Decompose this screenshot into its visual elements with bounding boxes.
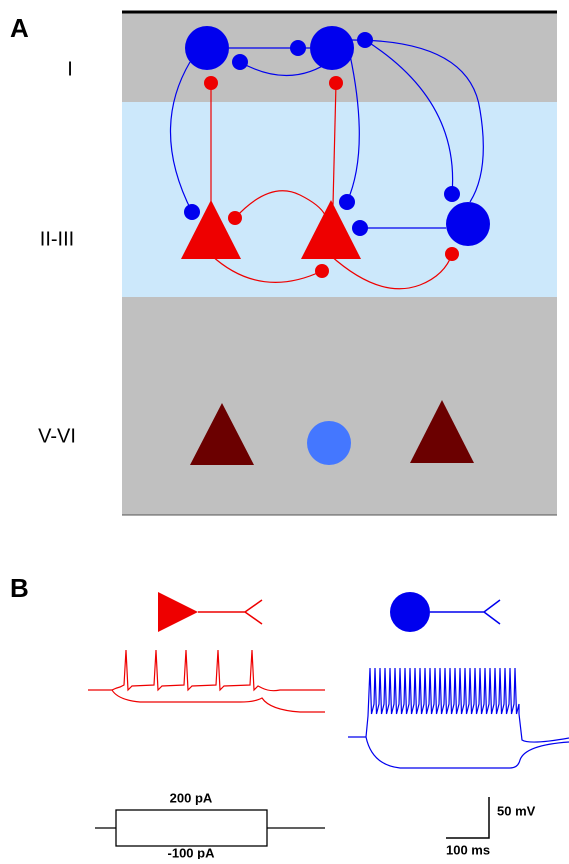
pyramidal-icon xyxy=(158,592,262,632)
stimulus-label: -100 pA xyxy=(168,845,216,859)
layer-label: I xyxy=(67,58,73,80)
pyramidal-trace xyxy=(88,650,325,712)
panel-label: A xyxy=(10,13,29,43)
panel-label: B xyxy=(10,573,29,603)
layer-label: V-VI xyxy=(38,425,76,447)
stimulus-protocol xyxy=(95,810,325,846)
figure: A I II-III V-VI xyxy=(0,0,569,859)
scale-bar xyxy=(446,797,489,838)
interneuron-icon xyxy=(390,592,500,632)
scale-label: 100 ms xyxy=(446,842,490,857)
scale-label: 50 mV xyxy=(497,803,536,818)
stimulus-label: 200 pA xyxy=(170,790,213,805)
layer-v-vi-band xyxy=(122,297,557,515)
interneuron-trace xyxy=(348,668,569,768)
layer-label: II-III xyxy=(40,228,74,250)
